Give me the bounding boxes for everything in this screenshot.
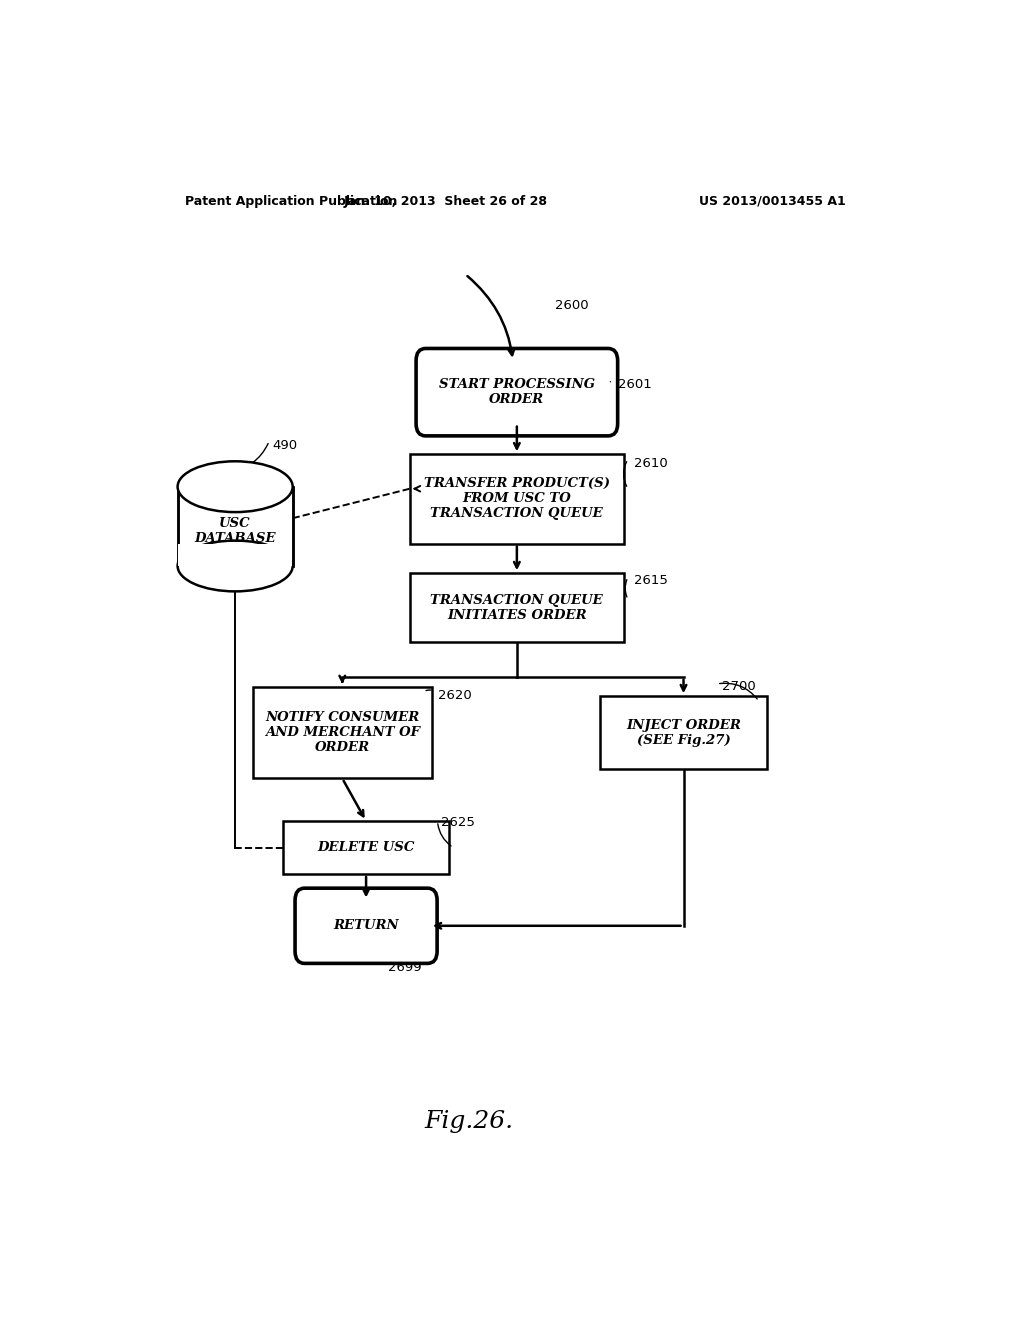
Text: Patent Application Publication: Patent Application Publication — [185, 194, 397, 207]
Text: 2615: 2615 — [634, 574, 669, 586]
Text: Jan. 10, 2013  Sheet 26 of 28: Jan. 10, 2013 Sheet 26 of 28 — [343, 194, 548, 207]
Text: RETURN: RETURN — [333, 919, 399, 932]
Text: 2600: 2600 — [555, 300, 589, 313]
Text: TRANSFER PRODUCT(S)
FROM USC TO
TRANSACTION QUEUE: TRANSFER PRODUCT(S) FROM USC TO TRANSACT… — [424, 478, 610, 520]
Text: Fig.26.: Fig.26. — [425, 1110, 514, 1134]
Bar — [600, 696, 767, 770]
Text: 490: 490 — [272, 438, 298, 451]
Bar — [177, 487, 293, 566]
Bar — [283, 821, 450, 874]
Text: 2625: 2625 — [441, 816, 475, 829]
Text: START PROCESSING
ORDER: START PROCESSING ORDER — [439, 378, 595, 407]
Text: 2700: 2700 — [722, 680, 756, 693]
Text: 2601: 2601 — [617, 378, 651, 391]
Bar — [410, 454, 624, 544]
Bar — [410, 573, 624, 643]
Text: US 2013/0013455 A1: US 2013/0013455 A1 — [699, 194, 846, 207]
Text: TRANSACTION QUEUE
INITIATES ORDER: TRANSACTION QUEUE INITIATES ORDER — [430, 594, 603, 622]
Text: USC
DATABASE: USC DATABASE — [195, 517, 275, 545]
FancyBboxPatch shape — [416, 348, 617, 436]
Ellipse shape — [177, 461, 293, 512]
Text: INJECT ORDER
(SEE Fig.27): INJECT ORDER (SEE Fig.27) — [626, 718, 741, 747]
Ellipse shape — [177, 541, 293, 591]
Bar — [178, 544, 292, 566]
Text: NOTIFY CONSUMER
AND MERCHANT OF
ORDER: NOTIFY CONSUMER AND MERCHANT OF ORDER — [265, 711, 420, 754]
Text: 2620: 2620 — [437, 689, 471, 701]
Bar — [253, 686, 431, 779]
FancyBboxPatch shape — [295, 888, 437, 964]
Text: 2699: 2699 — [388, 961, 422, 974]
Text: DELETE USC: DELETE USC — [317, 841, 415, 854]
Text: 2610: 2610 — [634, 457, 668, 470]
